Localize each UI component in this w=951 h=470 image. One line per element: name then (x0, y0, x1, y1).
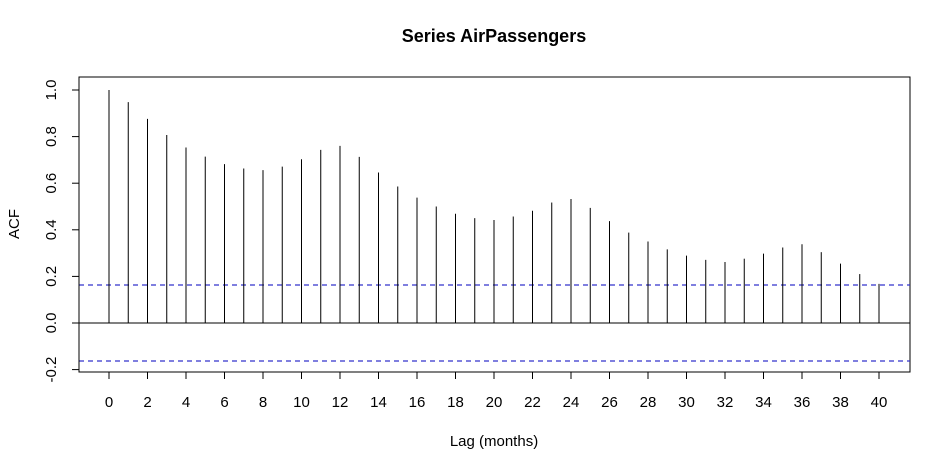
x-tick-label: 20 (486, 394, 503, 411)
y-tick-label: 0.2 (43, 266, 60, 287)
y-tick-label: 0.0 (43, 313, 60, 334)
x-tick-label: 26 (601, 394, 618, 411)
y-tick-label: 1.0 (43, 80, 60, 101)
x-tick-label: 36 (794, 394, 811, 411)
x-tick-label: 28 (640, 394, 657, 411)
x-tick-label: 0 (105, 394, 113, 411)
x-tick-label: 24 (563, 394, 580, 411)
y-axis-title: ACF (6, 209, 23, 239)
y-tick-label: -0.2 (43, 357, 60, 383)
x-tick-label: 32 (717, 394, 734, 411)
x-tick-label: 8 (259, 394, 267, 411)
x-tick-label: 12 (332, 394, 349, 411)
x-tick-label: 2 (143, 394, 151, 411)
plot-layer (79, 90, 910, 362)
x-axis-title: Lag (months) (450, 433, 538, 450)
x-tick-label: 18 (447, 394, 464, 411)
x-tick-label: 6 (220, 394, 228, 411)
x-tick-label: 38 (832, 394, 849, 411)
chart-title: Series AirPassengers (402, 26, 586, 46)
x-tick-label: 4 (182, 394, 190, 411)
x-tick-label: 16 (409, 394, 426, 411)
y-tick-label: 0.4 (43, 219, 60, 240)
x-tick-label: 40 (871, 394, 888, 411)
x-tick-label: 34 (755, 394, 772, 411)
y-axis: -0.2 0.0 0.2 0.4 0.6 0.8 1.0 (43, 80, 80, 383)
x-tick-label: 14 (370, 394, 387, 411)
x-tick-label: 22 (524, 394, 541, 411)
x-tick-label: 10 (293, 394, 310, 411)
x-axis: 0 2 4 6 8 10 12 14 16 18 20 22 24 26 28 30 32 34 36 38 40 (105, 371, 888, 411)
y-tick-label: 0.8 (43, 126, 60, 147)
x-tick-label: 30 (678, 394, 695, 411)
y-tick-label: 0.6 (43, 173, 60, 194)
